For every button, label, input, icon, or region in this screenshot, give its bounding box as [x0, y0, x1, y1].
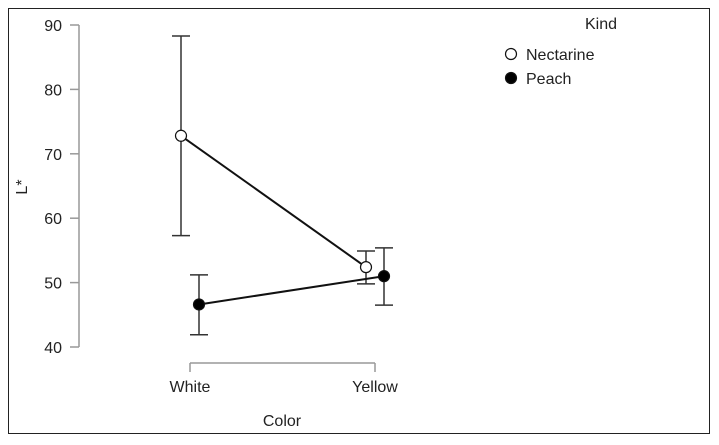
series-peach	[190, 247, 393, 336]
y-tick-label: 70	[44, 147, 62, 164]
x-axis: White Yellow	[170, 362, 398, 396]
legend-label: Peach	[526, 71, 571, 88]
series-marks	[172, 35, 393, 336]
series-line	[180, 134, 367, 268]
legend: Kind Nectarine Peach	[504, 16, 617, 88]
y-axis-label: L*	[14, 179, 31, 194]
legend-label: Nectarine	[526, 47, 595, 64]
legend-marker	[504, 71, 518, 85]
y-tick-label: 90	[44, 18, 62, 35]
y-tick-label: 40	[44, 340, 62, 357]
y-tick-label: 50	[44, 276, 62, 293]
data-point	[377, 270, 391, 283]
y-tick-label: 60	[44, 211, 62, 228]
y-axis: 40 50 60 70 80 90	[44, 18, 80, 357]
series-nectarine	[172, 35, 375, 285]
x-tick-label: White	[170, 379, 211, 396]
y-tick-label: 80	[44, 82, 62, 99]
data-point	[359, 261, 373, 274]
x-tick-label: Yellow	[352, 379, 398, 396]
x-axis-label: Color	[263, 413, 302, 430]
data-point	[174, 129, 188, 142]
data-point	[192, 298, 206, 311]
series-line	[198, 275, 385, 306]
legend-marker	[504, 47, 518, 61]
legend-title: Kind	[585, 16, 617, 33]
chart-frame	[8, 8, 710, 434]
